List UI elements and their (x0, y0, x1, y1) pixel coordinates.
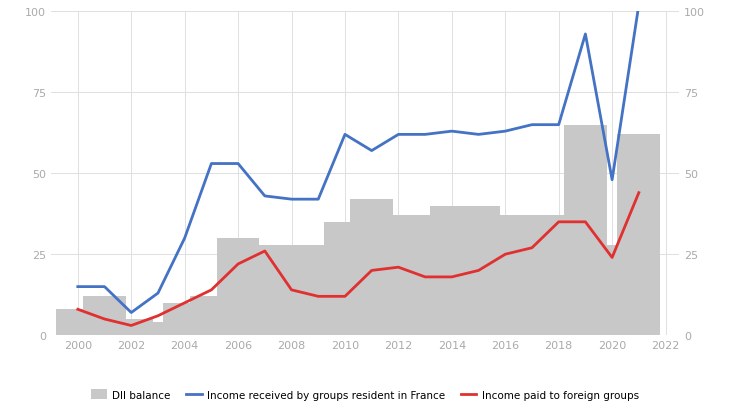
Income received by groups resident in France (153, 291, 162, 296)
Income received by groups resident in France (127, 310, 136, 315)
Income paid to foreign groups (501, 252, 510, 257)
Bar (377, 216, 420, 335)
Bar (510, 216, 553, 335)
Income paid to foreign groups (180, 301, 189, 306)
Income received by groups resident in France (554, 123, 563, 128)
Bar (323, 222, 366, 335)
Income paid to foreign groups (234, 262, 242, 267)
Bar (164, 303, 206, 335)
Income paid to foreign groups (314, 294, 323, 299)
Bar (591, 245, 634, 335)
Income received by groups resident in France (528, 123, 537, 128)
Bar (56, 310, 99, 335)
Income received by groups resident in France (634, 3, 643, 8)
Income paid to foreign groups (341, 294, 350, 299)
Income paid to foreign groups (608, 255, 617, 260)
Bar (537, 216, 580, 335)
Income paid to foreign groups (207, 288, 216, 292)
Income received by groups resident in France (581, 32, 590, 37)
Income paid to foreign groups (100, 317, 109, 321)
Income paid to foreign groups (261, 249, 269, 254)
Income paid to foreign groups (420, 275, 429, 280)
Income paid to foreign groups (127, 323, 136, 328)
Bar (217, 238, 259, 335)
Bar (83, 297, 126, 335)
Income received by groups resident in France (367, 149, 376, 154)
Bar (243, 245, 286, 335)
Bar (564, 125, 607, 335)
Income received by groups resident in France (287, 197, 296, 202)
Income paid to foreign groups (367, 268, 376, 273)
Income received by groups resident in France (608, 178, 617, 183)
Income received by groups resident in France (341, 133, 350, 137)
Bar (270, 245, 313, 335)
Bar (137, 322, 180, 335)
Income paid to foreign groups (74, 307, 82, 312)
Bar (190, 297, 233, 335)
Bar (484, 216, 526, 335)
Income received by groups resident in France (394, 133, 403, 137)
Legend: DII balance, Income received by groups resident in France, Income paid to foreig: DII balance, Income received by groups r… (87, 385, 643, 404)
Income received by groups resident in France (447, 129, 456, 134)
Income paid to foreign groups (287, 288, 296, 292)
Income received by groups resident in France (100, 285, 109, 290)
Income received by groups resident in France (234, 162, 242, 166)
Income received by groups resident in France (74, 285, 82, 290)
Income received by groups resident in France (314, 197, 323, 202)
Income received by groups resident in France (501, 129, 510, 134)
Income received by groups resident in France (261, 194, 269, 199)
Income received by groups resident in France (180, 236, 189, 241)
Income paid to foreign groups (153, 314, 162, 319)
Income paid to foreign groups (581, 220, 590, 225)
Income received by groups resident in France (207, 162, 216, 166)
Bar (110, 319, 153, 335)
Income received by groups resident in France (474, 133, 483, 137)
Bar (297, 245, 339, 335)
Income paid to foreign groups (474, 268, 483, 273)
Bar (457, 206, 500, 335)
Bar (431, 206, 473, 335)
Line: Income received by groups resident in France: Income received by groups resident in Fr… (78, 6, 639, 313)
Income paid to foreign groups (634, 191, 643, 196)
Income paid to foreign groups (554, 220, 563, 225)
Income paid to foreign groups (394, 265, 403, 270)
Income received by groups resident in France (420, 133, 429, 137)
Bar (350, 200, 393, 335)
Bar (618, 135, 660, 335)
Line: Income paid to foreign groups: Income paid to foreign groups (78, 193, 639, 326)
Bar (404, 216, 447, 335)
Income paid to foreign groups (447, 275, 456, 280)
Income paid to foreign groups (528, 246, 537, 251)
